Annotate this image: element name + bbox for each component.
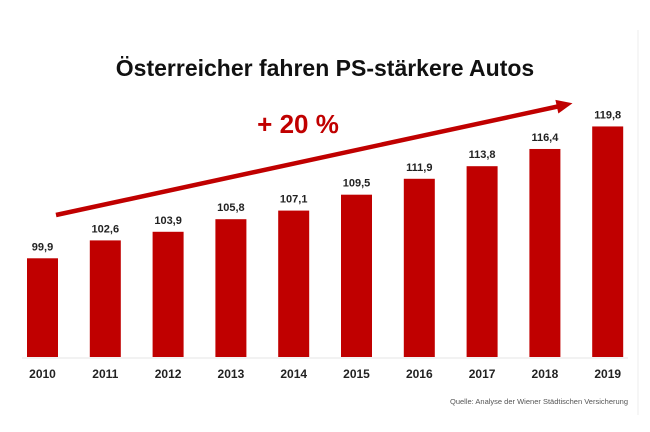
value-label-2010: 99,9: [32, 241, 53, 253]
x-tick-labels-group: 2010 2011 2012 2013 2014 2015 2016 2017 2018 2019: [29, 367, 621, 381]
x-tick-2017: 2017: [469, 367, 496, 381]
value-label-2011: 102,6: [92, 223, 120, 235]
value-label-2017: 113,8: [469, 149, 496, 161]
x-tick-2015: 2015: [343, 367, 370, 381]
value-label-2016: 111,9: [406, 162, 432, 174]
growth-annotation: + 20 %: [257, 109, 339, 139]
bar-2015: [341, 194, 372, 357]
value-label-2014: 107,1: [280, 194, 308, 206]
x-tick-2013: 2013: [218, 367, 245, 381]
bar-2010: [27, 258, 58, 357]
value-label-2018: 116,4: [531, 132, 559, 144]
trend-arrow-head: [555, 99, 573, 114]
trend-arrow-group: [55, 99, 573, 218]
value-label-2013: 105,8: [217, 202, 245, 214]
value-label-2015: 109,5: [343, 178, 371, 190]
bar-2019: [592, 126, 624, 357]
bar-2011: [89, 240, 121, 357]
value-label-2019: 119,8: [594, 109, 621, 121]
bar-2017: [466, 166, 498, 357]
bar-2018: [529, 148, 561, 357]
source-note: Quelle: Analyse der Wiener Städtischen V…: [450, 397, 628, 406]
x-tick-2011: 2011: [92, 367, 118, 381]
bars-group: [27, 126, 624, 357]
trend-arrow-line: [55, 103, 561, 218]
bar-2016: [403, 178, 435, 357]
x-tick-2016: 2016: [406, 367, 433, 381]
bar-2014: [278, 210, 310, 357]
x-tick-2010: 2010: [29, 367, 56, 381]
bar-2013: [215, 219, 247, 357]
bar-2012: [152, 231, 184, 357]
x-tick-2019: 2019: [594, 367, 621, 381]
value-labels-group: 99,9 102,6 103,9 105,8 107,1 109,5 111,9 113,8 1…: [32, 109, 621, 253]
value-label-2012: 103,9: [154, 215, 182, 227]
x-tick-2012: 2012: [155, 367, 182, 381]
chart-title: Österreicher fahren PS-stärkere Autos: [116, 55, 534, 81]
x-tick-2014: 2014: [280, 367, 307, 381]
x-tick-2018: 2018: [532, 367, 559, 381]
